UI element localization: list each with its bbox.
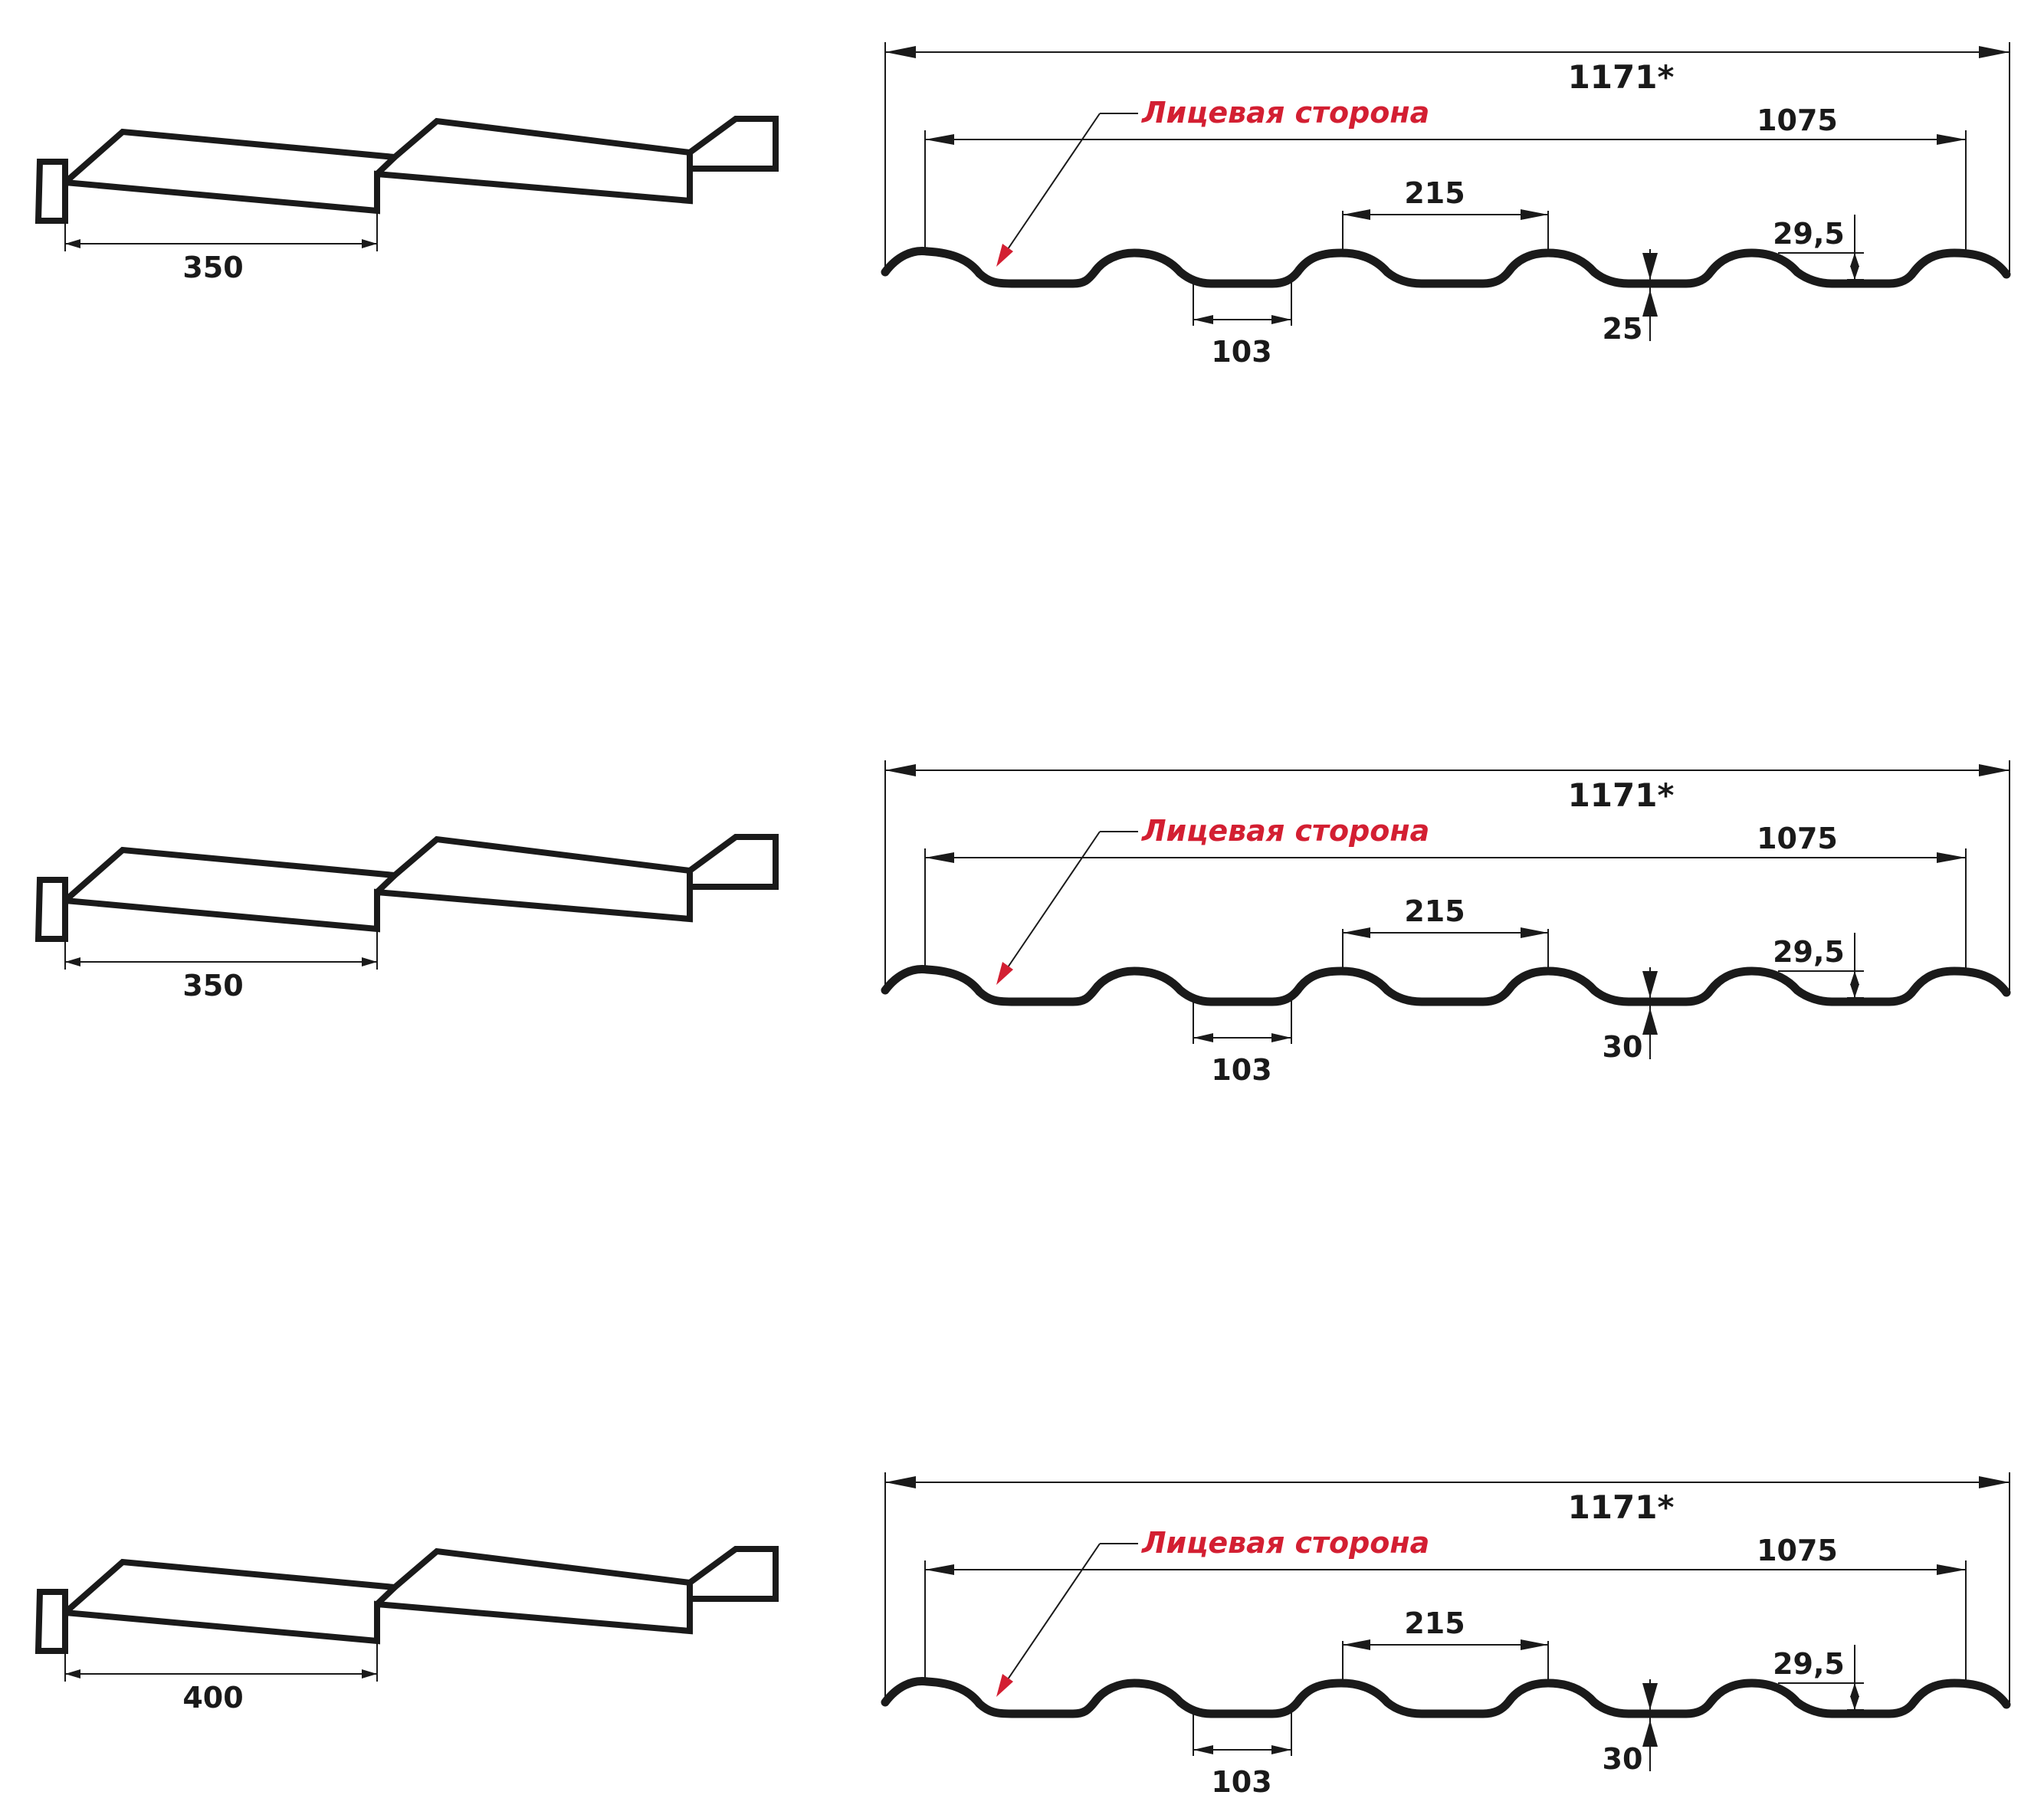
cross-section-drawing: 1171* 1075 Лицевая сторона 215 103 — [881, 760, 2011, 1087]
wave-height-label: 29,5 — [1773, 935, 1845, 969]
effective-width-label: 1075 — [1757, 822, 1838, 855]
trough-width-label: 103 — [1211, 335, 1271, 369]
effective-width-label: 1075 — [1757, 103, 1838, 137]
trough-width-label: 103 — [1211, 1765, 1271, 1799]
effective-width-label: 1075 — [1757, 1534, 1838, 1567]
step-height-label: 30 — [1603, 1742, 1643, 1776]
side-view-drawing: 400 — [34, 1546, 779, 1715]
total-width-label: 1171* — [1568, 776, 1675, 814]
total-width-label: 1171* — [1568, 1488, 1675, 1526]
trough-width-label: 103 — [1211, 1053, 1271, 1087]
side-view-drawing: 350 — [34, 116, 779, 284]
pitch-label: 215 — [1404, 1606, 1465, 1640]
face-side-label: Лицевая сторона — [1141, 96, 1429, 130]
side-view-drawing: 350 — [34, 834, 779, 1003]
cross-section-drawing: 1171* 1075 Лицевая сторона 215 103 — [881, 42, 2011, 369]
cross-section-drawing: 1171* 1075 Лицевая сторона 215 103 — [881, 1472, 2011, 1799]
total-width-label: 1171* — [1568, 58, 1675, 96]
side-width-label: 350 — [182, 969, 243, 1003]
panel-3: 400 1171* 1075 Лицевая сторона 21 — [34, 1472, 2011, 1799]
face-side-label: Лицевая сторона — [1141, 1526, 1429, 1560]
pitch-label: 215 — [1404, 894, 1465, 928]
panel-1: 350 1171* 1075 Лицевая сторона 21 — [34, 42, 2011, 369]
face-side-label: Лицевая сторона — [1141, 814, 1429, 848]
pitch-label: 215 — [1404, 176, 1465, 210]
side-width-label: 400 — [182, 1681, 243, 1715]
step-height-label: 30 — [1603, 1030, 1643, 1064]
wave-height-label: 29,5 — [1773, 217, 1845, 251]
wave-height-label: 29,5 — [1773, 1647, 1845, 1681]
step-height-label: 25 — [1603, 312, 1643, 346]
side-width-label: 350 — [182, 251, 243, 284]
panel-2: 350 1171* 1075 Лицевая сторона 21 — [34, 760, 2011, 1087]
